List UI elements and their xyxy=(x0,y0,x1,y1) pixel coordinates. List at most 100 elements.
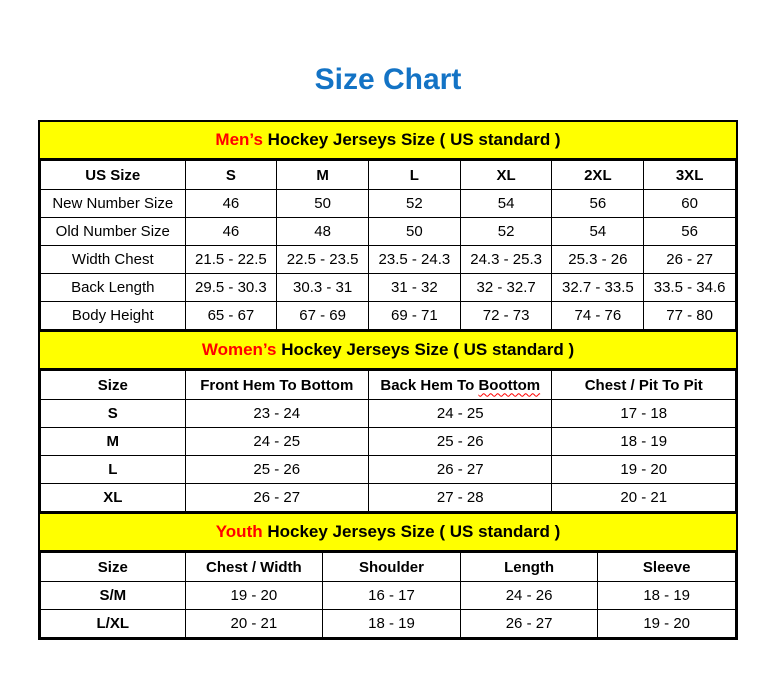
header-row: Size Front Hem To Bottom Back Hem To Boott… xyxy=(40,370,736,400)
table-row: Old Number Size 46 48 50 52 54 56 xyxy=(40,217,736,246)
column-header: Size xyxy=(40,370,186,400)
column-header: L xyxy=(368,160,461,190)
size-cell: 29.5 - 30.3 xyxy=(184,273,278,302)
size-cell: 24.3 - 25.3 xyxy=(459,245,553,274)
mens-title-highlight: Men’s xyxy=(215,130,263,149)
size-cell: 74 - 76 xyxy=(551,301,645,330)
size-cell: 69 - 71 xyxy=(368,301,461,330)
table-row: Body Height 65 - 67 67 - 69 69 - 71 72 - 73 7… xyxy=(40,301,736,330)
size-cell: 21.5 - 22.5 xyxy=(184,245,278,274)
column-header: S xyxy=(184,160,278,190)
womens-section-title: Women’s Hockey Jerseys Size ( US standar… xyxy=(40,330,736,370)
column-header: XL xyxy=(459,160,553,190)
row-label: Body Height xyxy=(40,301,186,330)
size-cell: 56 xyxy=(643,217,736,246)
row-label: L xyxy=(40,455,186,484)
size-cell: 50 xyxy=(276,189,370,218)
size-cell: 17 - 18 xyxy=(551,399,736,428)
row-label: Old Number Size xyxy=(40,217,186,246)
header-row: Size Chest / Width Shoulder Length Sleeve xyxy=(40,552,736,582)
row-label: L/XL xyxy=(40,609,186,638)
table-row: XL 26 - 27 27 - 28 20 - 21 xyxy=(40,483,736,512)
misspelled-word: Boottom xyxy=(478,376,541,394)
womens-title-rest: Hockey Jerseys Size ( US standard ) xyxy=(276,340,575,359)
size-cell: 18 - 19 xyxy=(551,427,736,456)
size-cell: 46 xyxy=(184,189,278,218)
size-cell: 72 - 73 xyxy=(459,301,553,330)
size-cell: 26 - 27 xyxy=(368,455,553,484)
size-cell: 18 - 19 xyxy=(322,609,461,638)
size-cell: 56 xyxy=(551,189,645,218)
youth-size-section: Youth Hockey Jerseys Size ( US standard … xyxy=(40,512,736,638)
column-header: Back Hem To Boottom xyxy=(368,370,553,400)
column-header: Shoulder xyxy=(322,552,461,582)
size-cell: 52 xyxy=(368,189,461,218)
row-label: Back Length xyxy=(40,273,186,302)
mens-size-table: US Size S M L XL 2XL 3XL New Number Size 46 50 52 5… xyxy=(40,160,736,330)
size-cell: 25 - 26 xyxy=(184,455,370,484)
row-label: S/M xyxy=(40,581,186,610)
table-row: New Number Size 46 50 52 54 56 60 xyxy=(40,189,736,218)
size-cell: 26 - 27 xyxy=(459,609,599,638)
youth-title-rest: Hockey Jerseys Size ( US standard ) xyxy=(262,522,561,541)
womens-size-section: Women’s Hockey Jerseys Size ( US standar… xyxy=(40,330,736,512)
womens-size-table: Size Front Hem To Bottom Back Hem To Boott… xyxy=(40,370,736,512)
size-cell: 67 - 69 xyxy=(276,301,370,330)
size-cell: 33.5 - 34.6 xyxy=(643,273,736,302)
table-row: Width Chest 21.5 - 22.5 22.5 - 23.5 23.5 - … xyxy=(40,245,736,274)
size-cell: 23.5 - 24.3 xyxy=(368,245,461,274)
size-cell: 77 - 80 xyxy=(643,301,736,330)
column-header: Front Hem To Bottom xyxy=(184,370,370,400)
size-cell: 19 - 20 xyxy=(597,609,736,638)
table-row: M 24 - 25 25 - 26 18 - 19 xyxy=(40,427,736,456)
row-label: S xyxy=(40,399,186,428)
size-cell: 19 - 20 xyxy=(184,581,324,610)
column-header: Chest / Width xyxy=(184,552,324,582)
page-title: Size Chart xyxy=(314,63,462,96)
youth-title-highlight: Youth xyxy=(215,522,263,541)
column-header: Length xyxy=(459,552,599,582)
table-row: Back Length 29.5 - 30.3 30.3 - 31 31 - 32 32… xyxy=(40,273,736,302)
row-label: M xyxy=(40,427,186,456)
column-header: 3XL xyxy=(643,160,736,190)
size-cell: 16 - 17 xyxy=(322,581,461,610)
column-header-text: Back Hem To xyxy=(380,376,479,394)
size-cell: 19 - 20 xyxy=(551,455,736,484)
table-row: L/XL 20 - 21 18 - 19 26 - 27 19 - 20 xyxy=(40,609,736,638)
size-cell: 65 - 67 xyxy=(184,301,278,330)
size-cell: 30.3 - 31 xyxy=(276,273,370,302)
table-row: L 25 - 26 26 - 27 19 - 20 xyxy=(40,455,736,484)
header-row: US Size S M L XL 2XL 3XL xyxy=(40,160,736,190)
size-cell: 22.5 - 23.5 xyxy=(276,245,370,274)
size-cell: 48 xyxy=(276,217,370,246)
size-cell: 32 - 32.7 xyxy=(459,273,553,302)
size-cell: 20 - 21 xyxy=(184,609,324,638)
size-cell: 27 - 28 xyxy=(368,483,553,512)
row-label: New Number Size xyxy=(40,189,186,218)
size-cell: 26 - 27 xyxy=(643,245,736,274)
row-label: XL xyxy=(40,483,186,512)
size-chart-sheet: Men’s Hockey Jerseys Size ( US standard … xyxy=(38,120,738,640)
column-header: 2XL xyxy=(551,160,645,190)
mens-size-section: Men’s Hockey Jerseys Size ( US standard … xyxy=(40,122,736,330)
youth-size-table: Size Chest / Width Shoulder Length Sleeve S/M… xyxy=(40,552,736,638)
size-cell: 24 - 25 xyxy=(368,399,553,428)
size-cell: 31 - 32 xyxy=(368,273,461,302)
size-cell: 26 - 27 xyxy=(184,483,370,512)
column-header: US Size xyxy=(40,160,186,190)
youth-section-title: Youth Hockey Jerseys Size ( US standard … xyxy=(40,512,736,552)
column-header: Size xyxy=(40,552,186,582)
size-cell: 50 xyxy=(368,217,461,246)
table-row: S 23 - 24 24 - 25 17 - 18 xyxy=(40,399,736,428)
size-cell: 32.7 - 33.5 xyxy=(551,273,645,302)
size-cell: 20 - 21 xyxy=(551,483,736,512)
column-header: Sleeve xyxy=(597,552,736,582)
size-cell: 23 - 24 xyxy=(184,399,370,428)
column-header: Chest / Pit To Pit xyxy=(551,370,736,400)
size-cell: 46 xyxy=(184,217,278,246)
size-cell: 24 - 25 xyxy=(184,427,370,456)
size-cell: 25 - 26 xyxy=(368,427,553,456)
size-cell: 52 xyxy=(459,217,553,246)
size-cell: 54 xyxy=(459,189,553,218)
